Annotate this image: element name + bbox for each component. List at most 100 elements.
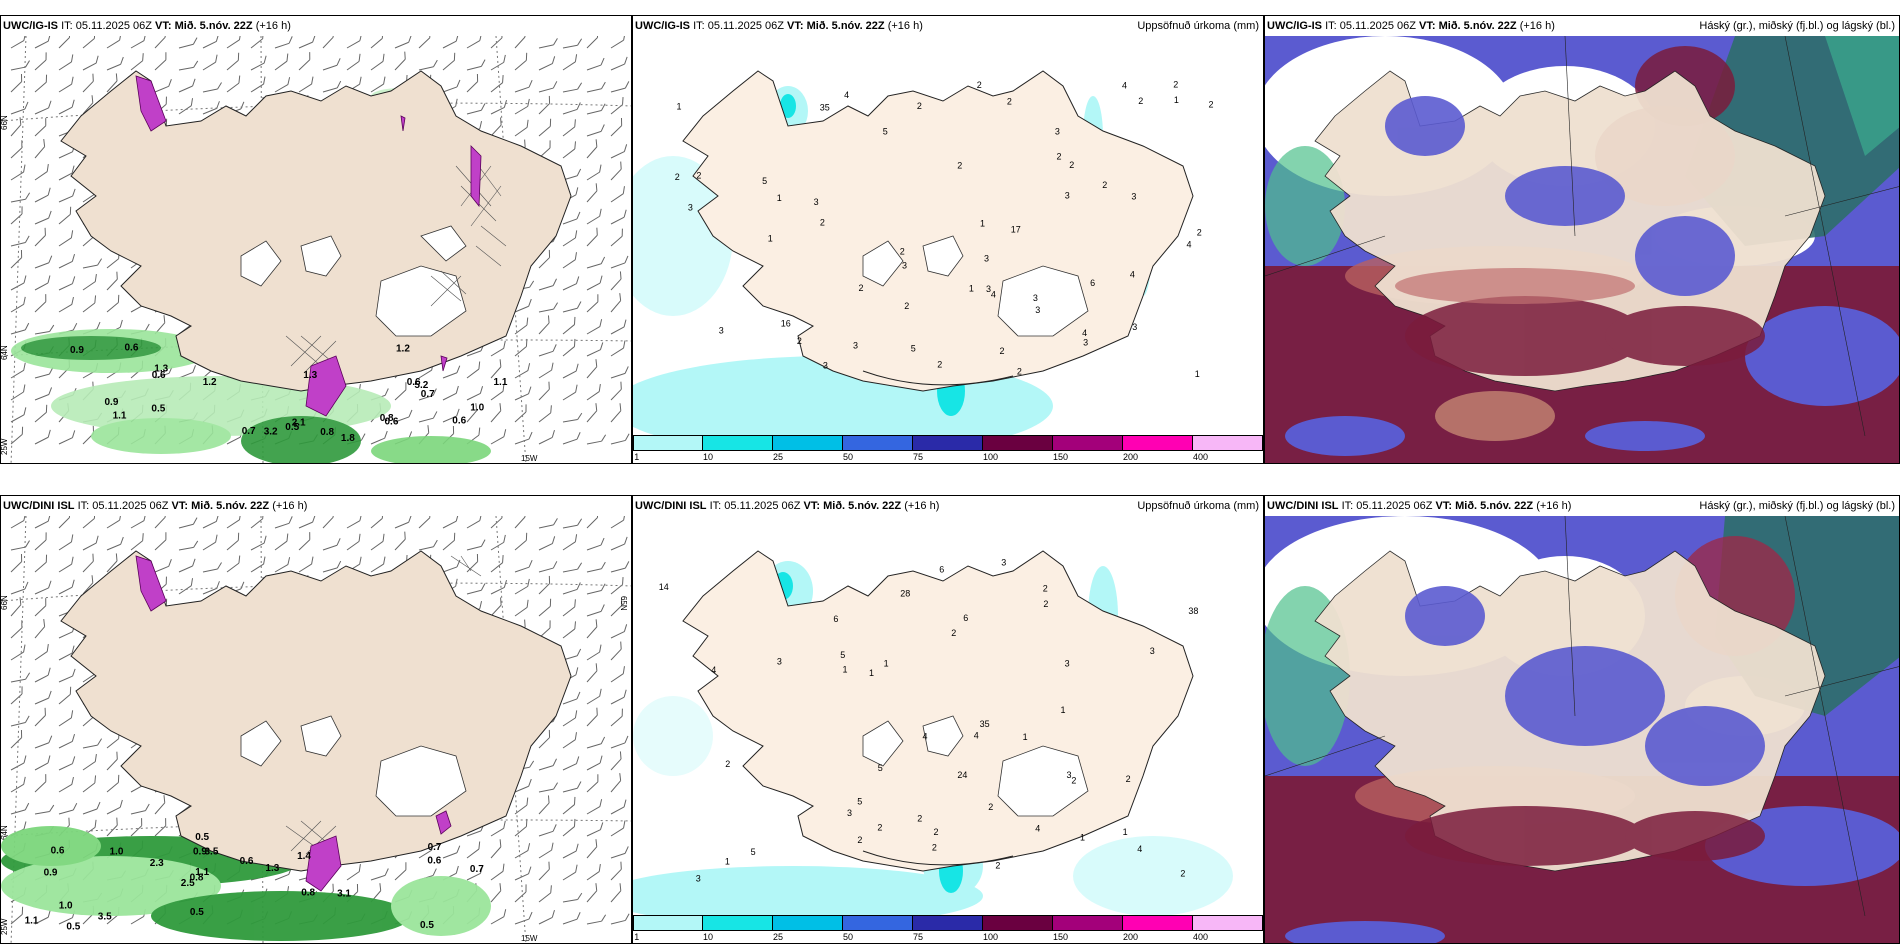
model-name: UWC/IG-IS: [1267, 20, 1322, 32]
lon-label: 15W: [521, 934, 538, 943]
wind-barb: [178, 517, 198, 529]
wind-barb: [538, 824, 557, 837]
colorbar-label: 400: [1192, 452, 1209, 462]
wind-barb: [202, 54, 218, 71]
wind-barb: [58, 802, 78, 815]
wind-barb: [154, 516, 166, 529]
wind-barb: [562, 710, 578, 727]
colorbar-segment: [912, 435, 983, 451]
wind-barb: [34, 275, 51, 291]
precip-value: 3: [777, 657, 782, 667]
wind-barb: [10, 296, 26, 313]
temperature-value: 0.6: [452, 416, 466, 427]
colorbar-segment: [702, 915, 773, 931]
precip-value: 2: [1057, 152, 1062, 162]
wind-barb: [466, 539, 486, 551]
wind-barb: [610, 641, 622, 661]
lead-time: (+16 h): [904, 500, 940, 512]
colorbar-segment: [983, 435, 1053, 451]
wind-barb: [10, 540, 30, 551]
temperature-value: 3.1: [337, 888, 351, 899]
wind-barb: [418, 539, 438, 551]
precip-value: 2: [934, 827, 939, 837]
wind-barb: [538, 598, 552, 617]
precip-value: 4: [711, 665, 716, 675]
precip-value: 5: [762, 176, 767, 186]
wind-barb: [82, 738, 103, 749]
wind-barb: [34, 643, 49, 661]
precip-value: 16: [781, 319, 791, 329]
lat-label: 65N: [619, 596, 628, 611]
precip-value: 3: [823, 360, 828, 370]
wind-barb: [274, 36, 293, 49]
map-clouds: [1265, 36, 1899, 463]
wind-barb: [538, 344, 557, 357]
init-time: IT: 05.11.2025 06Z: [709, 500, 801, 512]
wind-barb: [10, 672, 31, 683]
precip-value: 2: [857, 835, 862, 845]
wind-barb: [274, 533, 289, 551]
wind-barb: [58, 645, 75, 661]
wind-barb: [106, 36, 122, 49]
wind-barb: [226, 516, 242, 529]
wind-barb: [10, 192, 31, 203]
model-name: UWC/IG-IS: [3, 20, 58, 32]
wind-barb: [154, 52, 167, 71]
wind-barb: [178, 78, 196, 93]
wind-barb: [610, 366, 629, 379]
precip-value: 2: [995, 860, 1000, 870]
wind-barb: [610, 161, 622, 181]
wind-barb: [586, 839, 598, 859]
wind-barb: [346, 53, 361, 71]
wind-barb: [562, 732, 577, 749]
precip-value: 1: [969, 284, 974, 294]
wind-barb: [562, 534, 578, 551]
wind-barb: [586, 434, 607, 445]
precip-value: 4: [1187, 239, 1192, 249]
wind-barb: [610, 799, 627, 815]
wind-barb: [82, 801, 101, 815]
wind-barb: [490, 100, 508, 115]
wind-barb: [490, 555, 504, 573]
wind-barb: [586, 822, 604, 837]
wind-barb: [250, 556, 266, 573]
contour: [862, 370, 1014, 386]
colorbar-segment: [1053, 435, 1123, 451]
wind-barb: [58, 556, 74, 573]
wind-barb: [610, 561, 630, 573]
temperature-value: 0.8: [301, 888, 315, 899]
wind-barb: [586, 103, 606, 115]
wind-barb: [538, 362, 554, 379]
wind-barb: [10, 362, 26, 379]
temperature-value: 0.6: [152, 370, 166, 381]
colorbar-label: 25: [772, 932, 783, 942]
wind-barb: [586, 516, 599, 529]
wind-barb: [562, 912, 581, 925]
temperature-value: 1.3: [265, 863, 279, 874]
wind-barb: [514, 578, 530, 595]
lead-time: (+16 h): [255, 20, 291, 32]
precip-value: 1: [677, 102, 682, 112]
wind-barb: [490, 429, 507, 445]
model-name: UWC/DINI ISL: [3, 500, 75, 512]
precip-value: 35: [820, 102, 830, 112]
precip-value: 5: [840, 650, 845, 660]
wind-barb: [10, 117, 22, 137]
precip-value: 3: [853, 341, 858, 351]
colorbar-label: 50: [843, 932, 854, 942]
wind-barb: [586, 644, 602, 661]
precip-value: 1: [1123, 827, 1128, 837]
wind-barb: [490, 54, 506, 71]
wind-barb: [202, 36, 220, 49]
wind-barb: [610, 624, 628, 639]
wind-barb: [58, 686, 72, 705]
wind-barb: [322, 36, 334, 49]
wind-barb: [610, 820, 626, 837]
precip-value: 28: [900, 589, 910, 599]
precip-value: 4: [1137, 844, 1142, 854]
wind-barb: [82, 95, 94, 115]
precip-value: 2: [1102, 180, 1107, 190]
wind-barb: [10, 140, 23, 159]
wind-barb: [538, 536, 556, 551]
precip-value: 1: [980, 219, 985, 229]
